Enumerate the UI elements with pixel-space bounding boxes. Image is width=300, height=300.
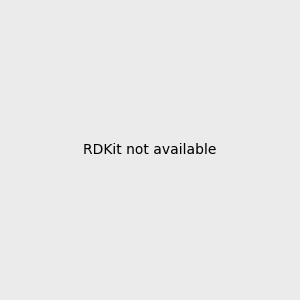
Text: RDKit not available: RDKit not available [83,143,217,157]
